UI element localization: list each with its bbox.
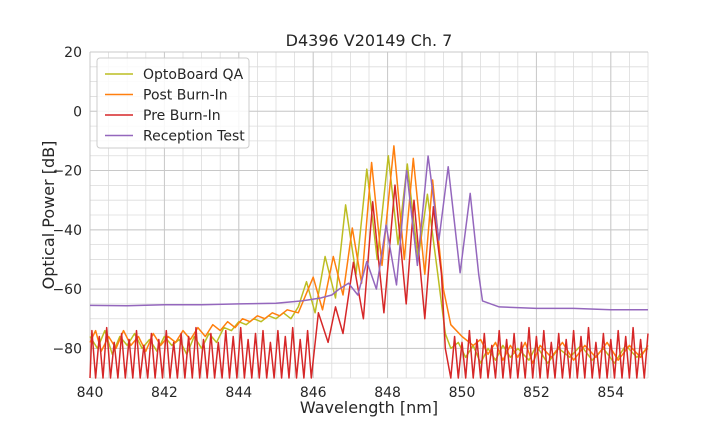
legend-label: Pre Burn-In [143, 108, 221, 124]
x-tick-label: 852 [523, 385, 550, 401]
x-tick-label: 844 [225, 385, 252, 401]
tick-labels: 840 842 844 846 848 850 852 854 20 0 −20 −40 −60 −80 [52, 45, 624, 401]
legend-label: OptoBoard QA [143, 67, 244, 83]
legend-box [96, 57, 250, 149]
legend-label: Reception Test [143, 129, 245, 145]
y-tick-label: −80 [52, 341, 82, 357]
x-tick-label: 854 [597, 385, 624, 401]
x-tick-label: 840 [77, 385, 104, 401]
series-line-reception-test [89, 155, 648, 311]
x-tick-label: 842 [151, 385, 178, 401]
y-tick-label: −20 [52, 164, 82, 180]
y-tick-label: −60 [52, 282, 82, 298]
y-tick-label: 20 [64, 45, 82, 61]
y-tick-label: 0 [73, 104, 82, 120]
x-axis-label: Wavelength [nm] [300, 398, 438, 417]
series-lines [89, 145, 649, 379]
x-tick-label: 850 [449, 385, 476, 401]
series-line-pre-burn-in [89, 184, 649, 379]
legend-label: Post Burn-In [143, 88, 228, 104]
y-tick-label: −40 [52, 223, 82, 239]
x-tick-label: 846 [300, 385, 327, 401]
chart-title: D4396 V20149 Ch. 7 [286, 31, 453, 50]
y-axis-label: Optical Power [dB] [39, 141, 58, 290]
legend: OptoBoard QA Post Burn-In Pre Burn-In Recep… [96, 57, 250, 149]
x-tick-label: 848 [374, 385, 401, 401]
